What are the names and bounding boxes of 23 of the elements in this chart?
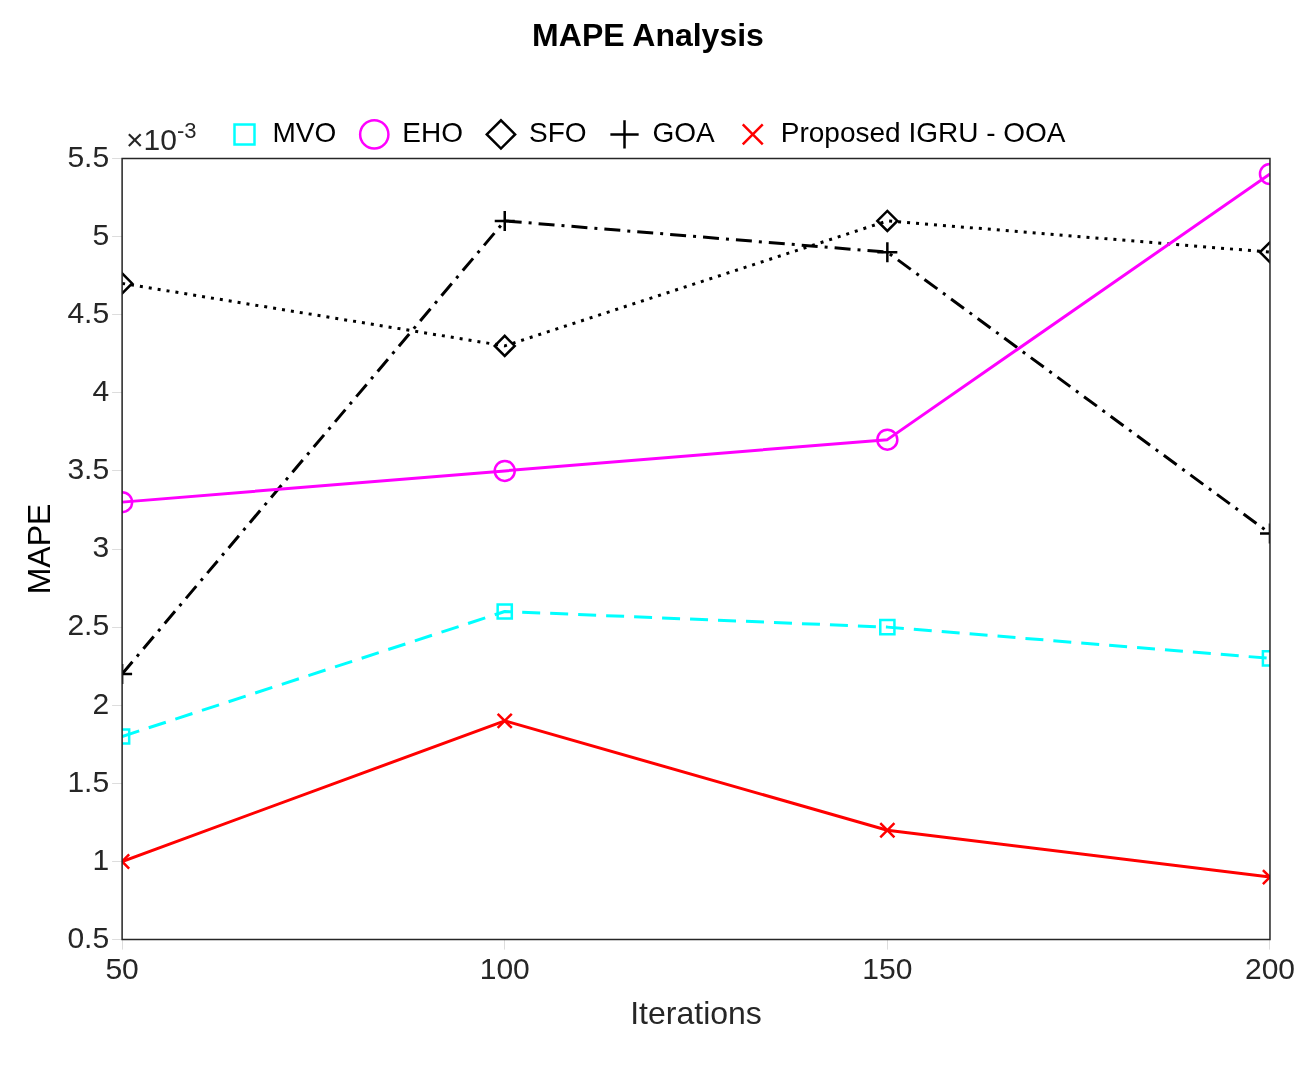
y-tick-label: 2.5 [67,608,110,642]
y-tick-label: 5 [92,217,110,251]
y-tick-label: 3.5 [67,452,110,486]
y-tick-label: 2 [92,686,110,720]
y-tick-label: 4 [92,374,110,408]
y-tick-label: 4.5 [67,295,110,329]
x-tick-label: 200 [1244,951,1295,985]
x-tick-label: 150 [862,951,913,985]
y-tick-label: 1 [92,842,110,876]
legend-label: GOA [652,117,716,149]
y-axis-title: MAPE [21,503,58,595]
legend-label: SFO [528,117,587,149]
x-tick-label: 100 [479,951,530,985]
chart-title: MAPE Analysis [532,17,764,54]
x-axis-title: Iterations [630,994,762,1031]
legend-label: EHO [402,117,463,149]
y-tick-label: 1.5 [67,764,110,798]
y-tick-label: 5.5 [67,139,110,173]
legend-label: MVO [272,117,337,149]
legend-label: Proposed IGRU - OOA [780,117,1066,149]
x-tick-label: 50 [105,951,139,985]
y-tick-label: 3 [92,530,110,564]
y-tick-label: 0.5 [67,920,110,954]
